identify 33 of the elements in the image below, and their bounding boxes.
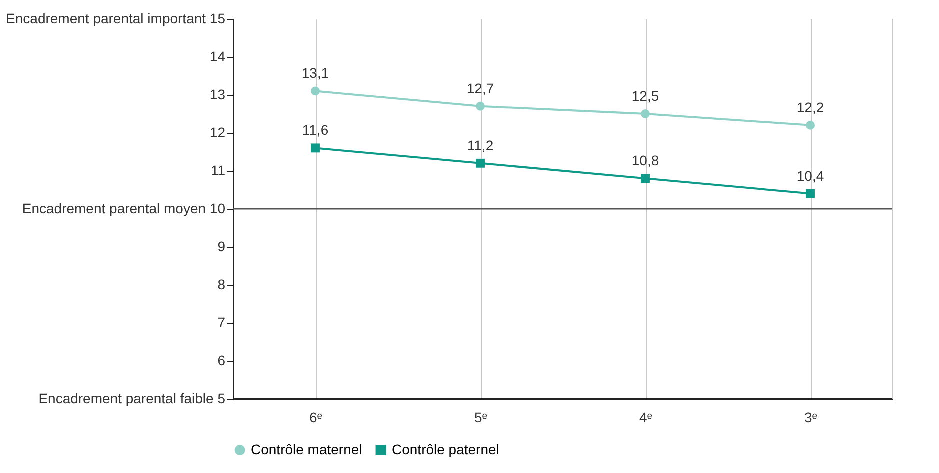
point	[806, 189, 815, 198]
data-label: 12,7	[466, 80, 494, 96]
point	[476, 102, 485, 111]
data-label: 10,4	[796, 168, 824, 184]
data-label: 12,5	[632, 88, 660, 104]
y-tick-label: 6	[218, 352, 226, 368]
data-label: 11,6	[302, 122, 329, 138]
data-label: 12,2	[796, 99, 824, 116]
legend-label: Contrôle paternel	[392, 441, 500, 458]
point	[311, 86, 320, 96]
y-tick-label: Encadrement parental important 15	[6, 10, 226, 26]
y-tick-label: 14	[210, 48, 226, 64]
y-tick-label: 8	[218, 276, 226, 292]
y-tick-label: 13	[210, 86, 226, 102]
point	[806, 120, 815, 130]
x-tick-label: 6ᵉ	[310, 410, 322, 426]
legend-label: Contrôle maternel	[251, 441, 362, 458]
data-label: 11,2	[467, 137, 494, 154]
y-tick-label: 12	[210, 124, 226, 140]
y-tick-label: 9	[218, 238, 226, 254]
data-label: 10,8	[632, 152, 660, 169]
x-tick-label: 3ᵉ	[804, 410, 818, 426]
x-tick-label: 5ᵉ	[474, 410, 488, 426]
point	[476, 158, 485, 168]
x-tick-label: 4ᵉ	[640, 410, 652, 426]
point	[311, 144, 320, 153]
y-tick-label: Encadrement parental moyen 10	[22, 200, 226, 216]
point	[641, 174, 650, 184]
data-label: 13,1	[302, 65, 330, 82]
y-tick-label: 7	[218, 314, 226, 330]
y-tick-label: 11	[210, 162, 226, 178]
point	[641, 110, 650, 118]
y-tick-label: Encadrement parental faible 5	[38, 390, 226, 406]
